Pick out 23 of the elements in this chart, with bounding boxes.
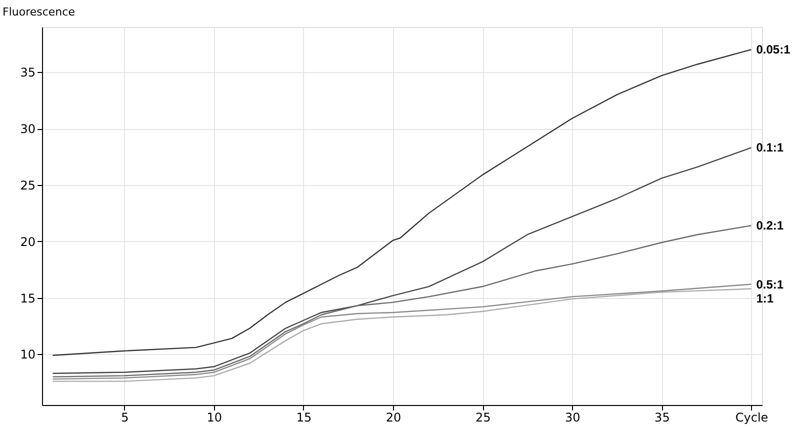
y-tick-label: 20 [20, 234, 36, 249]
x-tick-label: 15 [296, 410, 312, 424]
x-tick-label: 10 [206, 410, 222, 424]
x-tick-label: Cycle [735, 410, 768, 424]
line-series [52, 48, 752, 356]
y-axis-title: Fluorescence [2, 6, 76, 18]
line-series [52, 147, 752, 374]
series-label: 0.05:1 [756, 42, 791, 57]
y-tick-label: 10 [20, 348, 36, 362]
series-label: 0.2:1 [756, 218, 784, 233]
y-tick-label: 35 [20, 66, 36, 80]
y-tick-label: 15 [20, 291, 36, 306]
series-label: 1:1 [756, 291, 774, 306]
series-label: 0.1:1 [756, 140, 784, 155]
y-tick-label: 25 [20, 178, 36, 192]
series-label: 0.5:1 [756, 277, 784, 292]
x-tick-label: 5 [121, 410, 129, 424]
x-tick-label: 30 [565, 410, 580, 424]
x-tick-label: 25 [475, 410, 491, 424]
line-series [52, 224, 752, 378]
x-tick-label: 20 [386, 410, 402, 424]
x-tick-label: 35 [654, 410, 670, 424]
y-tick-label: 30 [20, 122, 36, 136]
